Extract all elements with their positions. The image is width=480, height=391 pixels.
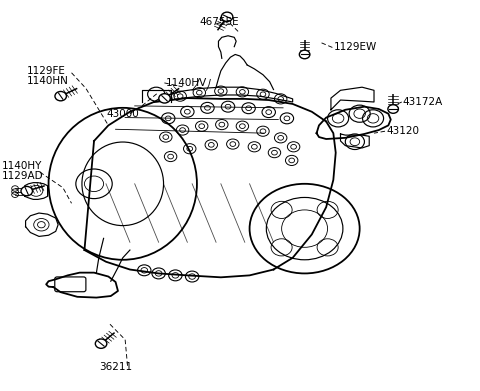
Circle shape xyxy=(21,187,33,196)
Text: 1129AD: 1129AD xyxy=(1,171,43,181)
Circle shape xyxy=(55,91,66,101)
Text: 43000: 43000 xyxy=(106,109,139,119)
Circle shape xyxy=(300,50,310,59)
Circle shape xyxy=(178,94,183,99)
Circle shape xyxy=(218,89,224,93)
Circle shape xyxy=(159,94,170,103)
Text: 1129EW: 1129EW xyxy=(333,43,377,52)
Text: 46755E: 46755E xyxy=(199,17,239,27)
Circle shape xyxy=(196,90,202,95)
Circle shape xyxy=(260,92,266,97)
Text: 43120: 43120 xyxy=(386,126,419,136)
Text: 1140HY: 1140HY xyxy=(1,161,42,171)
Circle shape xyxy=(278,97,284,101)
Circle shape xyxy=(388,105,398,113)
Circle shape xyxy=(221,12,233,22)
Text: 1140HV: 1140HV xyxy=(166,77,207,88)
Text: 36211: 36211 xyxy=(99,362,132,372)
Text: 1140HN: 1140HN xyxy=(27,75,69,86)
Text: 1129FE: 1129FE xyxy=(27,66,66,76)
Text: 43172A: 43172A xyxy=(403,97,443,107)
Circle shape xyxy=(96,339,107,348)
Circle shape xyxy=(240,90,245,94)
